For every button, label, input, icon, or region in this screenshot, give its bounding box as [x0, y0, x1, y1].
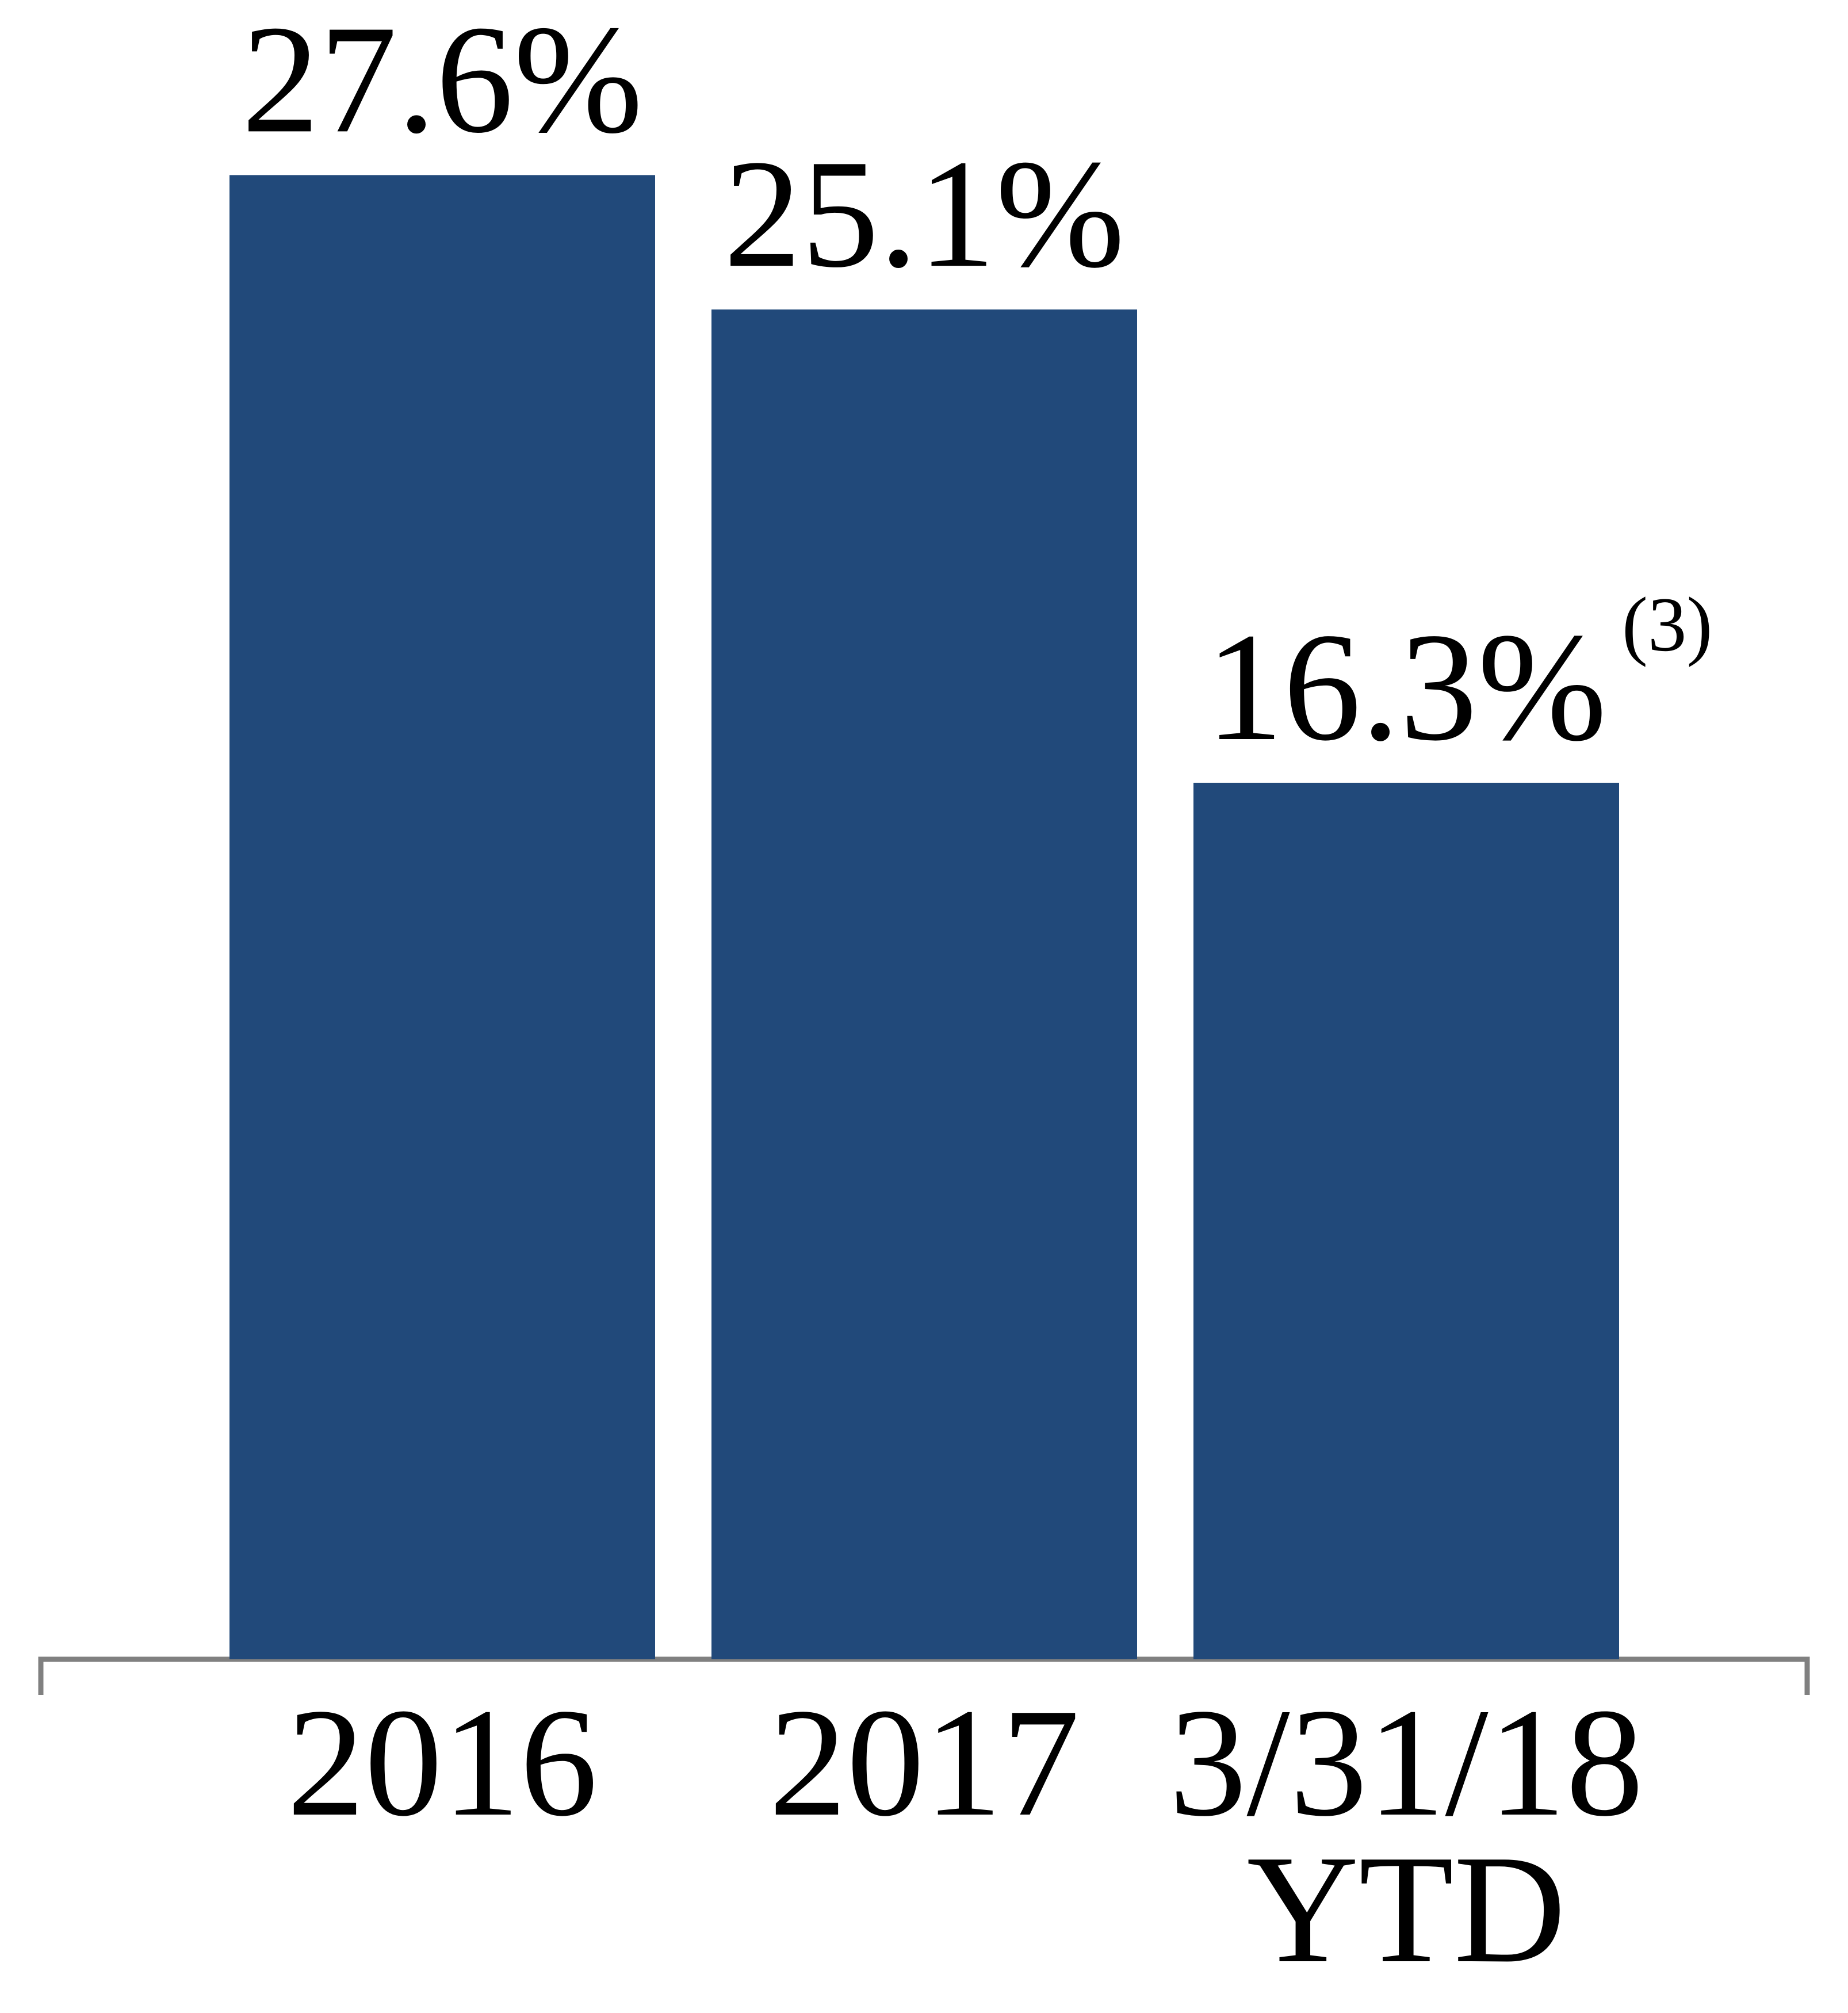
value-label: 27.6%: [242, 0, 642, 165]
x-tick-label: 3/31/18 YTD: [1169, 1677, 1644, 1995]
footnote-marker: (3): [1622, 582, 1712, 668]
x-tick-label: 2016: [287, 1677, 598, 1849]
value-label: 25.1%: [724, 128, 1124, 300]
bar: [229, 175, 655, 1660]
value-label: 16.3%: [1206, 601, 1606, 773]
bar: [1193, 782, 1619, 1659]
x-tick-label: 2017: [769, 1677, 1080, 1849]
bar: [711, 309, 1137, 1660]
